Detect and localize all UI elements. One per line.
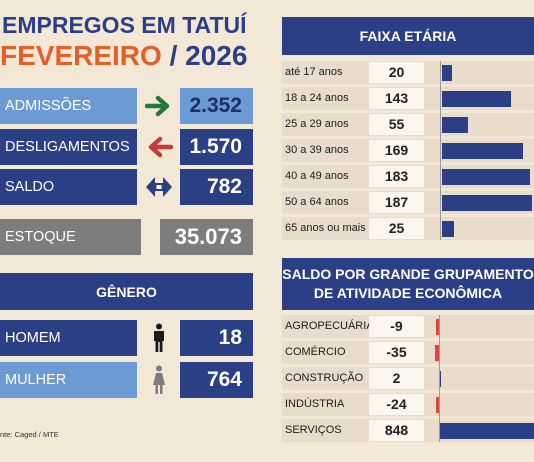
title-month: FEVEREIRO <box>0 40 162 71</box>
estoque-label: ESTOQUE <box>0 219 141 255</box>
age-value-label: 183 <box>369 166 424 187</box>
sector-bar <box>439 371 441 387</box>
arrow-right-icon <box>139 88 179 124</box>
age-value-label: 25 <box>369 218 424 239</box>
age-bar <box>442 221 455 237</box>
age-category-label: 30 a 39 anos <box>285 144 349 156</box>
double-arrow-icon <box>139 169 179 205</box>
sector-category-label: INDÚSTRIA <box>285 398 345 410</box>
admissoes-label: ADMISSÕES <box>0 88 137 124</box>
saldo-value: 782 <box>180 169 253 205</box>
age-value-label: 187 <box>369 192 424 213</box>
man-icon <box>139 320 179 356</box>
mulher-label: MULHER <box>0 362 137 398</box>
sector-category-label: COMÉRCIO <box>285 346 346 358</box>
sector-bar <box>436 319 439 335</box>
sector-value-label: 848 <box>369 420 424 441</box>
sector-value-label: -35 <box>369 342 424 363</box>
age-category-label: 25 a 29 anos <box>285 118 349 130</box>
admissoes-value: 2.352 <box>180 88 253 124</box>
age-bar <box>442 143 524 159</box>
sector-value-label: -9 <box>369 316 424 337</box>
age-bar <box>442 91 511 107</box>
sector-category-label: AGROPECUÁRIA <box>285 320 374 332</box>
homem-label: HOMEM <box>0 320 137 356</box>
arrow-left-icon <box>139 129 179 165</box>
setor-header-line2: DE ATIVIDADE ECONÔMICA <box>313 285 503 301</box>
page-subtitle: FEVEREIRO / 2026 <box>0 40 247 72</box>
sector-category-label: CONSTRUÇÃO <box>285 372 364 384</box>
age-category-label: 50 a 64 anos <box>285 196 349 208</box>
age-category-label: 65 anos ou mais <box>285 222 366 234</box>
mulher-value: 764 <box>180 362 253 398</box>
age-value-label: 143 <box>369 88 424 109</box>
title-year: 2026 <box>185 40 248 71</box>
age-category-label: até 17 anos <box>285 66 343 78</box>
faixa-etaria-header: FAIXA ETÁRIA <box>282 17 534 55</box>
desligamentos-value: 1.570 <box>180 129 253 165</box>
setor-chart: AGROPECUÁRIA -9 COMÉRCIO -35 CONSTRUÇÃO 2 INDÚ… <box>282 315 534 445</box>
sector-value-label: -24 <box>369 394 424 415</box>
genero-header: GÊNERO <box>0 273 253 310</box>
age-value-label: 169 <box>369 140 424 161</box>
age-axis-line <box>440 61 441 240</box>
sector-bar <box>435 345 439 361</box>
source-note: nte: Caged / MTE <box>0 430 59 439</box>
age-bar <box>442 65 452 81</box>
age-category-label: 18 a 24 anos <box>285 92 349 104</box>
age-value-label: 55 <box>369 114 424 135</box>
faixa-etaria-chart: até 17 anos 20 18 a 24 anos 143 25 a 29 anos… <box>282 61 534 243</box>
sector-bar <box>439 423 534 439</box>
sector-bar <box>435 397 439 413</box>
setor-header-line1: SALDO POR GRANDE GRUPAMENTO <box>282 266 534 282</box>
title-separator: / <box>161 40 186 71</box>
age-value-label: 20 <box>369 62 424 83</box>
homem-value: 18 <box>180 320 253 356</box>
saldo-label: SALDO <box>0 169 137 205</box>
desligamentos-label: DESLIGAMENTOS <box>0 129 137 165</box>
sector-axis-line <box>439 315 440 442</box>
age-bar <box>442 169 531 185</box>
sector-category-label: SERVIÇOS <box>285 424 342 436</box>
age-bar <box>442 117 469 133</box>
age-category-label: 40 a 49 anos <box>285 170 349 182</box>
estoque-value: 35.073 <box>160 219 253 255</box>
page-title: EMPREGOS EM TATUÍ <box>2 12 247 38</box>
sector-value-label: 2 <box>369 368 424 389</box>
woman-icon <box>139 362 179 398</box>
setor-header: SALDO POR GRANDE GRUPAMENTO DE ATIVIDADE… <box>282 258 534 310</box>
age-bar <box>442 195 532 211</box>
